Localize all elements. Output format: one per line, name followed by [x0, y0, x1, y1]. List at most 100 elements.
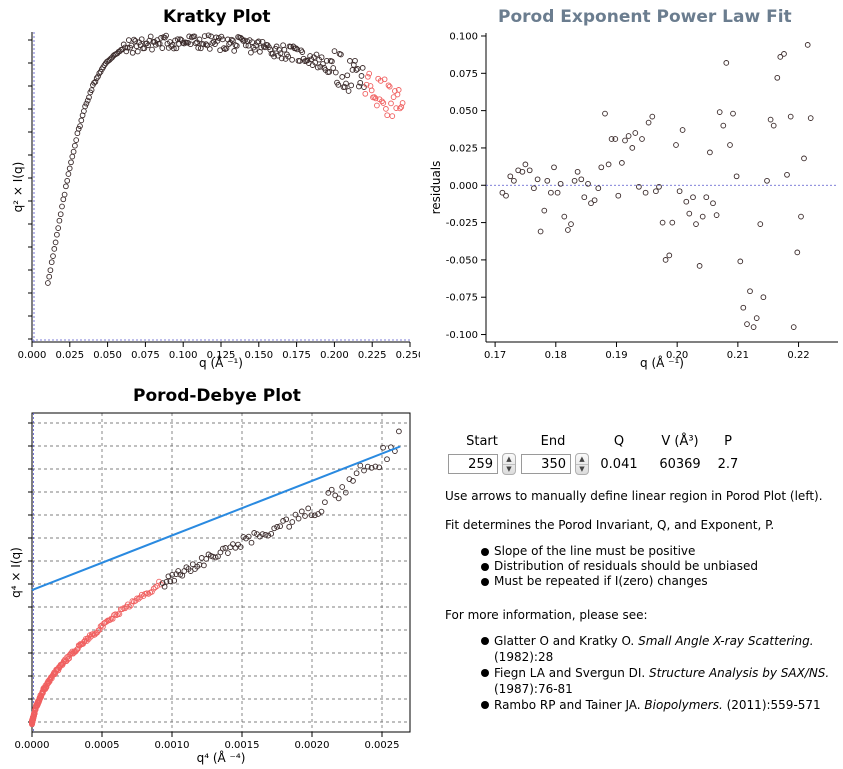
- data-point: [307, 53, 313, 59]
- fit-line: [31, 445, 401, 591]
- v-value: 60369: [659, 457, 701, 472]
- data-point: [561, 213, 568, 220]
- data-point: [61, 191, 68, 198]
- data-point: [269, 50, 276, 57]
- data-point: [371, 94, 378, 100]
- data-point: [615, 192, 622, 199]
- data-point: [372, 463, 379, 470]
- data-point: [302, 513, 308, 519]
- data-point: [228, 36, 235, 43]
- data-point: [629, 145, 636, 151]
- data-point: [230, 37, 236, 44]
- data-point: [51, 246, 58, 252]
- reference-item: Glatter O and Kratky O. Small Angle X-ra…: [480, 633, 829, 665]
- data-point: [200, 41, 207, 48]
- data-point: [293, 45, 299, 52]
- data-point: [245, 42, 252, 49]
- start-up-arrow-icon[interactable]: ▲: [503, 454, 515, 465]
- list-item: Must be repeated if I(zero) changes: [480, 574, 758, 589]
- data-point: [737, 258, 744, 265]
- x-tick-label: 0.025: [55, 350, 84, 361]
- end-spinner[interactable]: ▲ ▼: [575, 453, 589, 475]
- data-point: [253, 42, 259, 49]
- end-up-arrow-icon[interactable]: ▲: [576, 454, 588, 465]
- end-down-arrow-icon[interactable]: ▼: [579, 465, 585, 473]
- data-point: [299, 49, 306, 55]
- data-point: [278, 55, 285, 62]
- end-input[interactable]: [521, 454, 571, 474]
- start-spinner[interactable]: ▲ ▼: [502, 453, 516, 475]
- porod-fit-title: Porod Exponent Power Law Fit: [498, 7, 792, 27]
- data-point: [213, 34, 220, 41]
- x-tick-label: 0.200: [320, 350, 349, 361]
- data-point: [84, 97, 91, 104]
- residuals-plot[interactable]: 0.100 0.075 0.050 0.025 0.000 -0.025 -0.050 -0.…: [420, 0, 843, 372]
- data-point: [642, 189, 649, 196]
- data-point: [55, 225, 62, 231]
- data-point: [231, 48, 238, 54]
- list-item: Slope of the line must be positive: [480, 544, 758, 559]
- data-point: [156, 40, 163, 47]
- data-point: [81, 638, 87, 645]
- data-point: [119, 606, 126, 613]
- data-point: [262, 531, 269, 538]
- kratky-plot[interactable]: 0.000 0.025 0.050 0.075 0.100 0.125 0.150 0.175…: [0, 0, 420, 372]
- data-point: [163, 32, 169, 39]
- data-point: [75, 125, 82, 132]
- data-point: [683, 198, 690, 205]
- data-point: [325, 490, 332, 496]
- data-point: [723, 60, 730, 66]
- y-axis-label: residuals: [429, 161, 443, 215]
- data-point: [784, 171, 790, 178]
- data-point: [232, 544, 239, 551]
- x-tick-label: 0.250: [396, 350, 420, 361]
- data-point: [318, 508, 325, 515]
- data-point: [163, 578, 170, 585]
- data-point: [386, 83, 393, 90]
- data-point: [226, 41, 232, 47]
- data-point: [259, 531, 266, 537]
- data-point: [66, 165, 73, 172]
- data-point: [376, 464, 383, 471]
- y-axis-label: q² × I(q): [11, 162, 25, 213]
- data-point: [707, 149, 713, 156]
- porod-debye-plot[interactable]: 0.0000 0.0005 0.0010 0.0015 0.0020 0.0025 q⁴ (…: [0, 385, 430, 769]
- fit-description-text: Fit determines the Porod Invariant, Q, a…: [445, 518, 775, 532]
- data-point: [312, 59, 319, 66]
- y-tick-label: 0.050: [449, 106, 478, 117]
- start-input[interactable]: [448, 454, 498, 474]
- data-point: [209, 40, 216, 46]
- y-tick-label: 0.025: [449, 143, 478, 154]
- data-point: [372, 95, 379, 102]
- data-point: [760, 294, 767, 301]
- data-point: [807, 115, 814, 121]
- data-point: [198, 555, 205, 561]
- data-point: [636, 183, 642, 190]
- data-point: [656, 183, 662, 190]
- data-point: [357, 79, 364, 86]
- data-point: [245, 533, 252, 540]
- data-point: [326, 69, 333, 75]
- data-point: [344, 72, 351, 79]
- data-point: [218, 33, 225, 40]
- x-tick-label: 0.0005: [85, 740, 120, 751]
- data-point: [292, 511, 299, 518]
- start-down-arrow-icon[interactable]: ▼: [506, 465, 512, 473]
- data-point: [135, 596, 142, 602]
- data-point: [233, 42, 240, 49]
- data-point: [220, 545, 226, 552]
- data-point: [31, 710, 38, 717]
- x-tick-label: 0.18: [545, 350, 567, 361]
- data-point: [63, 183, 69, 190]
- guideline-list: Slope of the line must be positive Distr…: [480, 544, 758, 589]
- data-point: [574, 168, 581, 175]
- data-point: [777, 54, 784, 60]
- data-point: [787, 113, 794, 120]
- data-point: [335, 82, 342, 88]
- data-point: [91, 79, 97, 86]
- end-label: End: [540, 434, 566, 449]
- data-point: [132, 38, 139, 44]
- data-point: [352, 57, 358, 64]
- data-point: [353, 470, 360, 477]
- v-label: V (Å³): [661, 434, 699, 449]
